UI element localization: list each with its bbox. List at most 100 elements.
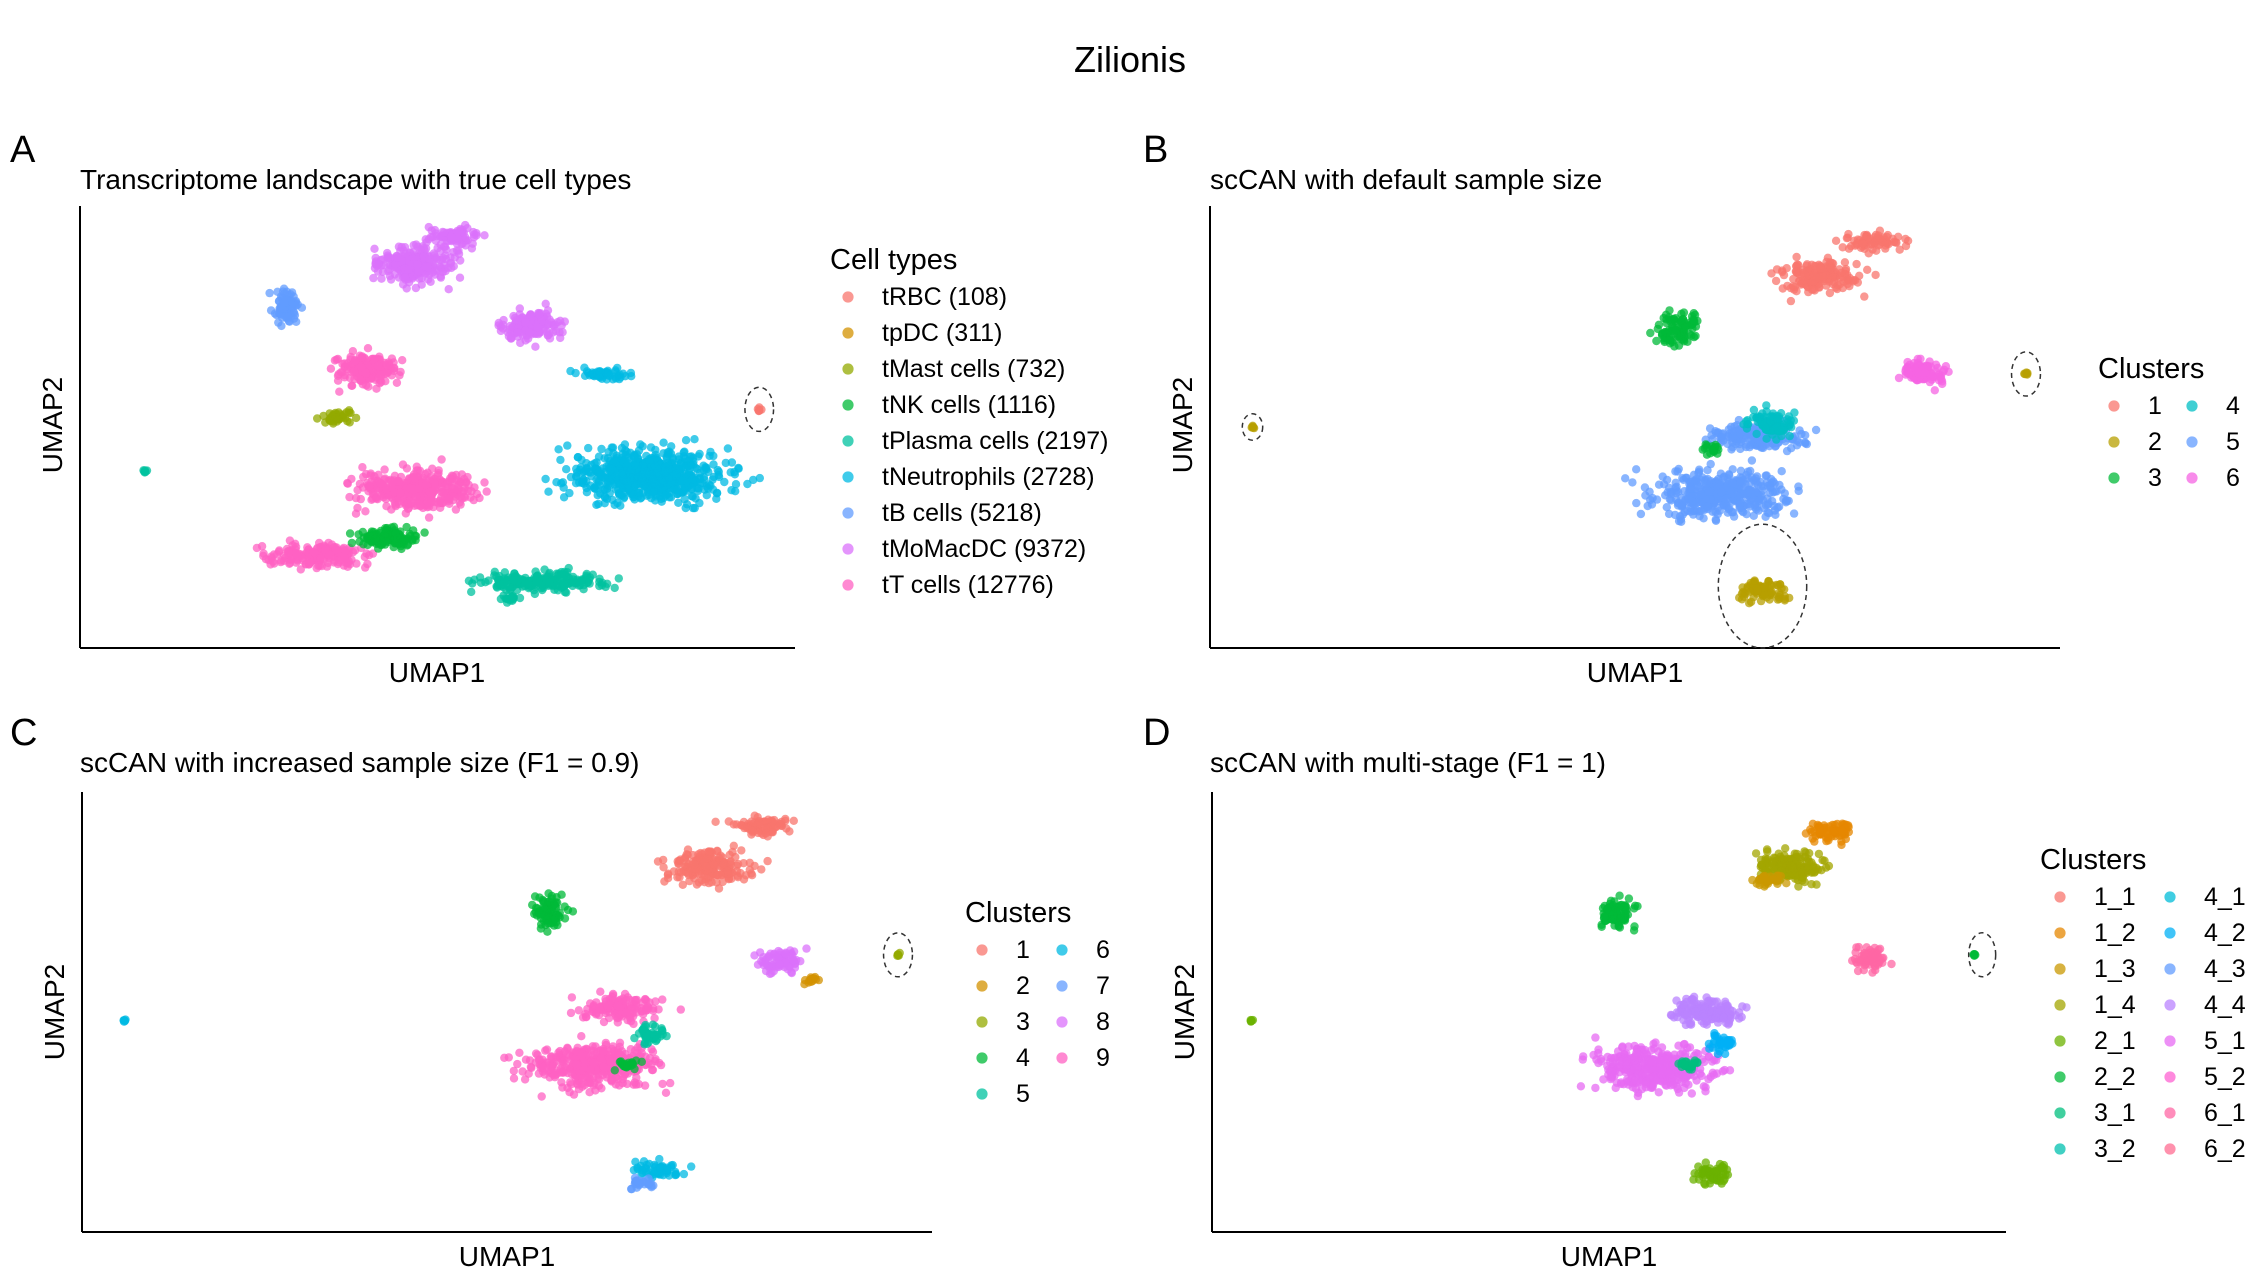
cell-point [414,267,423,276]
cell-point [566,1008,576,1018]
cell-point [609,449,618,458]
cell-point [355,537,364,546]
legend-item: 1 [2108,392,2162,420]
cell-point [321,545,330,554]
cell-point [369,273,378,283]
cell-point [608,375,618,384]
cell-point [703,484,713,493]
cell-point [475,573,485,582]
cell-point [776,820,785,829]
legend-swatch [842,363,854,375]
cell-point [1728,497,1738,506]
cell-point [563,1083,572,1093]
cell-point [563,1050,573,1059]
cell-point [1746,478,1755,487]
cell-point [392,378,402,387]
cell-point [283,312,293,322]
cell-point [542,906,551,916]
cell-point [544,487,553,496]
cell-point [382,360,391,369]
cell-point [374,260,383,269]
cell-point [1901,234,1910,244]
cell-point [1826,264,1835,273]
cell-point [543,306,553,315]
cell-point [706,872,716,882]
legend-item: tT cells (12776) [842,571,1054,599]
cell-point [1775,588,1784,598]
cell-point [629,452,639,462]
cell-point [499,315,508,325]
legend-swatch [2108,400,2120,412]
cell-point [1679,308,1689,317]
cell-point [1753,586,1762,595]
legend-swatch [842,543,854,555]
cell-point [530,589,540,599]
cell-point [721,458,730,468]
legend-item: 4 [2186,392,2240,420]
cell-point [1646,328,1655,338]
cell-point [1765,412,1775,421]
cell-point [424,513,434,522]
cell-point [694,878,704,887]
cell-point [800,980,809,989]
legend-label: 1 [1016,936,1030,964]
cell-point [401,249,410,258]
cell-point [456,500,465,509]
cell-point [507,592,517,602]
cell-point [582,569,591,579]
legend-label: tT cells (12776) [882,571,1054,599]
cell-point [331,545,341,554]
cell-point [601,1038,610,1048]
cell-point [423,262,432,272]
cell-point [1668,330,1678,339]
legend-swatch [842,327,854,339]
x-axis-label: UMAP1 [459,1241,555,1272]
cell-point [1775,580,1785,589]
cell-cluster-1 [1767,252,1880,306]
cell-point [680,447,689,456]
cell-point [436,240,445,249]
cell-point [440,260,449,269]
cell-point [641,1032,651,1042]
panel-title: Transcriptome landscape with true cell t… [80,164,631,195]
y-axis-label: UMAP2 [39,964,70,1060]
cell-cluster-2 [1831,226,1913,258]
cell-point [393,534,402,543]
cell-point [1706,459,1715,469]
cell-point [421,480,431,489]
cell-point [1742,417,1751,426]
cell-point [272,550,282,559]
cell-point [582,488,592,497]
cell-point [358,527,367,537]
cell-point [405,529,414,539]
cell-point [468,239,477,248]
scatter-points [119,811,904,1194]
cell-point [1760,590,1769,599]
cell-point [661,1088,671,1098]
cell-point [626,1013,635,1023]
cell-cluster-4 [1646,306,1702,351]
cell-point [597,1084,606,1093]
cell-point [691,476,700,486]
cell-point [711,817,720,826]
cell-point [339,553,349,563]
cell-point [543,319,553,329]
x-axis-label: UMAP1 [1561,1241,1657,1272]
legend-label: 7 [1096,972,1110,1000]
cell-point [661,467,670,477]
cell-point [709,472,718,482]
cell-point [763,856,772,866]
cell-point [1736,477,1745,486]
cell-point [584,443,593,453]
cell-point [690,503,699,513]
cell-point [352,559,361,568]
cell-point [509,576,518,585]
cell-point [667,442,676,451]
cell-point [1811,425,1821,435]
cell-point [411,535,420,545]
cell-point [1913,354,1923,364]
cell-point [663,874,673,883]
legend-item: tPlasma cells (2197) [842,427,1108,455]
cell-point [345,529,355,538]
